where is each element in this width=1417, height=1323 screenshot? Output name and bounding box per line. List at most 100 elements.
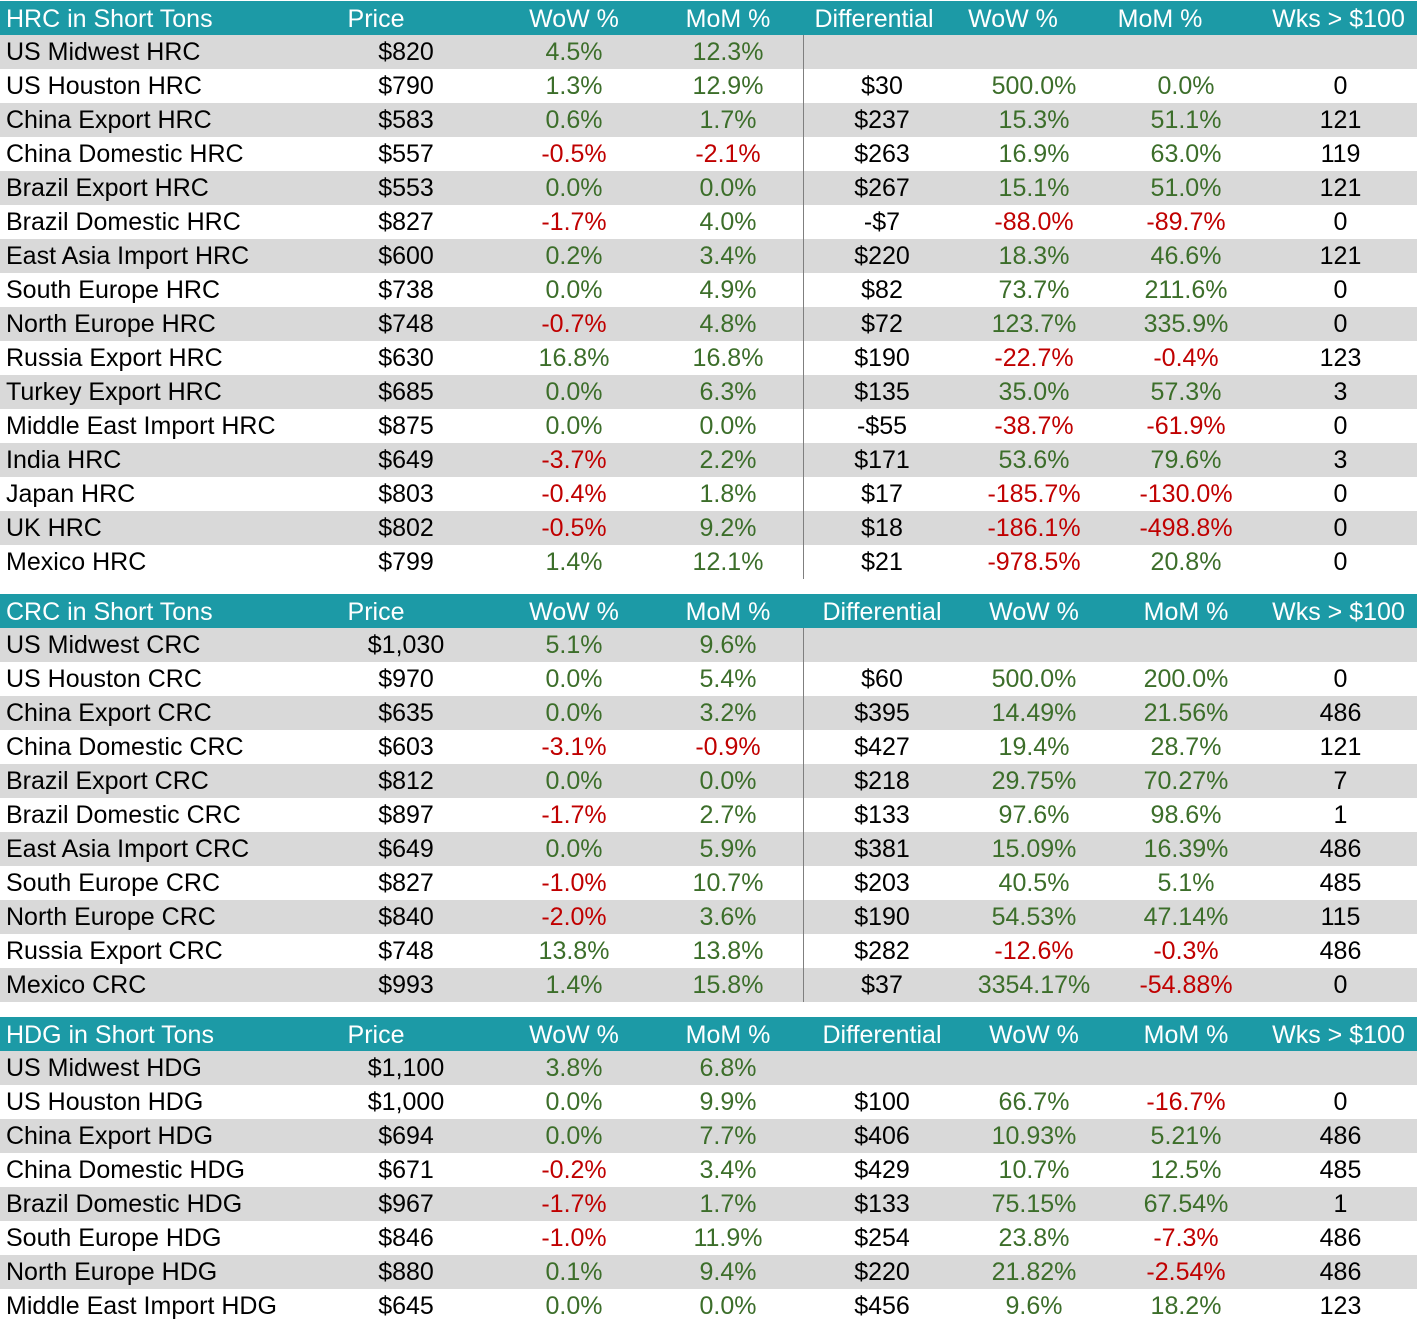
differential: $190 — [854, 344, 910, 372]
price-mom: 3.4% — [699, 242, 757, 270]
price: $846 — [378, 1224, 434, 1252]
price-mom: 6.3% — [699, 378, 757, 406]
differential — [806, 1051, 958, 1085]
weeks-over-100: 0 — [1333, 1088, 1348, 1116]
header-diff-mom: MoM % — [1117, 5, 1203, 33]
differential: -$7 — [863, 208, 901, 236]
product-name: US Houston CRC — [6, 665, 202, 693]
differential: $100 — [854, 1088, 910, 1116]
product-name: China Export HRC — [6, 106, 212, 134]
table-row: India HRC $649 -3.7% 2.2% $171 53.6% 79.6% 3 — [0, 443, 1417, 477]
differential-wow: 15.1% — [998, 174, 1070, 202]
price-mom: -0.9% — [695, 733, 761, 761]
price-mom: 15.8% — [692, 971, 764, 999]
weeks-over-100 — [1264, 1051, 1417, 1085]
price-mom: 4.0% — [699, 208, 757, 236]
table-row: North Europe CRC $840 -2.0% 3.6% $190 54.53% 4… — [0, 900, 1417, 934]
differential-wow: 10.93% — [991, 1122, 1077, 1150]
price-mom: 12.9% — [692, 72, 764, 100]
product-name: Mexico CRC — [6, 971, 147, 999]
header-mom: MoM % — [685, 5, 771, 33]
differential: $18 — [861, 514, 903, 542]
price-wow: 0.1% — [545, 1258, 603, 1286]
price-mom: 12.3% — [692, 38, 764, 66]
differential: $60 — [861, 665, 903, 693]
product-name: South Europe HDG — [6, 1224, 222, 1252]
price: $875 — [378, 412, 434, 440]
price-wow: -3.1% — [541, 733, 607, 761]
table-row: China Domestic HRC $557 -0.5% -2.1% $263 16.9… — [0, 137, 1417, 171]
price-wow: -2.0% — [541, 903, 607, 931]
header-price: Price — [347, 598, 405, 626]
weeks-over-100: 486 — [1319, 1224, 1362, 1252]
table-row: China Domestic HDG $671 -0.2% 3.4% $429 10.7%… — [0, 1153, 1417, 1187]
price-wow: 0.0% — [545, 1122, 603, 1150]
header-wow: WoW % — [529, 598, 619, 626]
differential-mom: 335.9% — [1143, 310, 1229, 338]
weeks-over-100: 0 — [1333, 208, 1348, 236]
price: $738 — [378, 276, 434, 304]
weeks-over-100: 486 — [1319, 1258, 1362, 1286]
table-row: Middle East Import HDG $645 0.0% 0.0% $456 9.… — [0, 1289, 1417, 1323]
price-wow: 0.6% — [545, 106, 603, 134]
differential: $72 — [861, 310, 903, 338]
price-mom: 9.4% — [699, 1258, 757, 1286]
weeks-over-100: 1 — [1333, 801, 1348, 829]
price-wow: 13.8% — [538, 937, 610, 965]
differential: $171 — [854, 446, 910, 474]
product-name: Japan HRC — [6, 480, 136, 508]
differential: $263 — [854, 140, 910, 168]
price-wow: 4.5% — [545, 38, 603, 66]
differential-wow: 19.4% — [998, 733, 1070, 761]
differential-mom: -498.8% — [1139, 514, 1233, 542]
price: $880 — [378, 1258, 434, 1286]
price: $645 — [378, 1292, 434, 1320]
weeks-over-100: 119 — [1320, 140, 1361, 168]
table-header: CRC in Short Tons Price WoW % MoM % Diff… — [0, 594, 1417, 628]
table-row: UK HRC $802 -0.5% 9.2% $18 -186.1% -498.8% 0 — [0, 511, 1417, 545]
weeks-over-100: 121 — [1319, 174, 1362, 202]
product-name: Brazil Domestic CRC — [6, 801, 241, 829]
differential-mom: -7.3% — [1153, 1224, 1219, 1252]
price-wow: 1.4% — [545, 971, 603, 999]
differential: $429 — [854, 1156, 910, 1184]
price: $970 — [378, 665, 434, 693]
price-mom: 12.1% — [692, 548, 764, 576]
price: $1,000 — [367, 1088, 445, 1116]
price-mom: 0.0% — [699, 174, 757, 202]
product-name: China Domestic HDG — [6, 1156, 245, 1184]
differential-mom: -16.7% — [1146, 1088, 1226, 1116]
weeks-over-100: 121 — [1319, 733, 1362, 761]
header-differential: Differential — [814, 5, 934, 33]
differential-wow: -22.7% — [994, 344, 1074, 372]
header-differential: Differential — [822, 598, 942, 626]
differential-wow: -185.7% — [987, 480, 1081, 508]
price: $802 — [378, 514, 434, 542]
product-name: China Export HDG — [6, 1122, 214, 1150]
product-name: US Houston HRC — [6, 72, 202, 100]
price: $635 — [378, 699, 434, 727]
price-wow: 16.8% — [538, 344, 610, 372]
differential-mom: 47.14% — [1143, 903, 1229, 931]
differential: $17 — [861, 480, 903, 508]
product-name: China Export CRC — [6, 699, 212, 727]
differential-wow: 75.15% — [991, 1190, 1077, 1218]
price-mom: 9.6% — [699, 631, 757, 659]
price-mom: 4.8% — [699, 310, 757, 338]
price: $827 — [378, 208, 434, 236]
price-mom: 5.4% — [699, 665, 757, 693]
table-row: US Midwest HDG $1,100 3.8% 6.8% — [0, 1051, 1417, 1085]
table-row: Brazil Domestic CRC $897 -1.7% 2.7% $133 97.6… — [0, 798, 1417, 832]
header-differential: Differential — [822, 1021, 942, 1049]
price-wow: -1.7% — [541, 801, 607, 829]
differential-wow: 500.0% — [991, 665, 1077, 693]
weeks-over-100 — [1264, 35, 1417, 69]
product-name: Mexico HRC — [6, 548, 147, 576]
header-mom: MoM % — [685, 1021, 771, 1049]
price-mom: 1.7% — [699, 106, 757, 134]
differential-wow: 10.7% — [998, 1156, 1070, 1184]
differential: $381 — [854, 835, 910, 863]
price-wow: -1.7% — [541, 1190, 607, 1218]
hrc-table: HRC in Short Tons Price WoW % MoM % Diff… — [0, 1, 1417, 579]
table-row: Japan HRC $803 -0.4% 1.8% $17 -185.7% -130.0% 0 — [0, 477, 1417, 511]
